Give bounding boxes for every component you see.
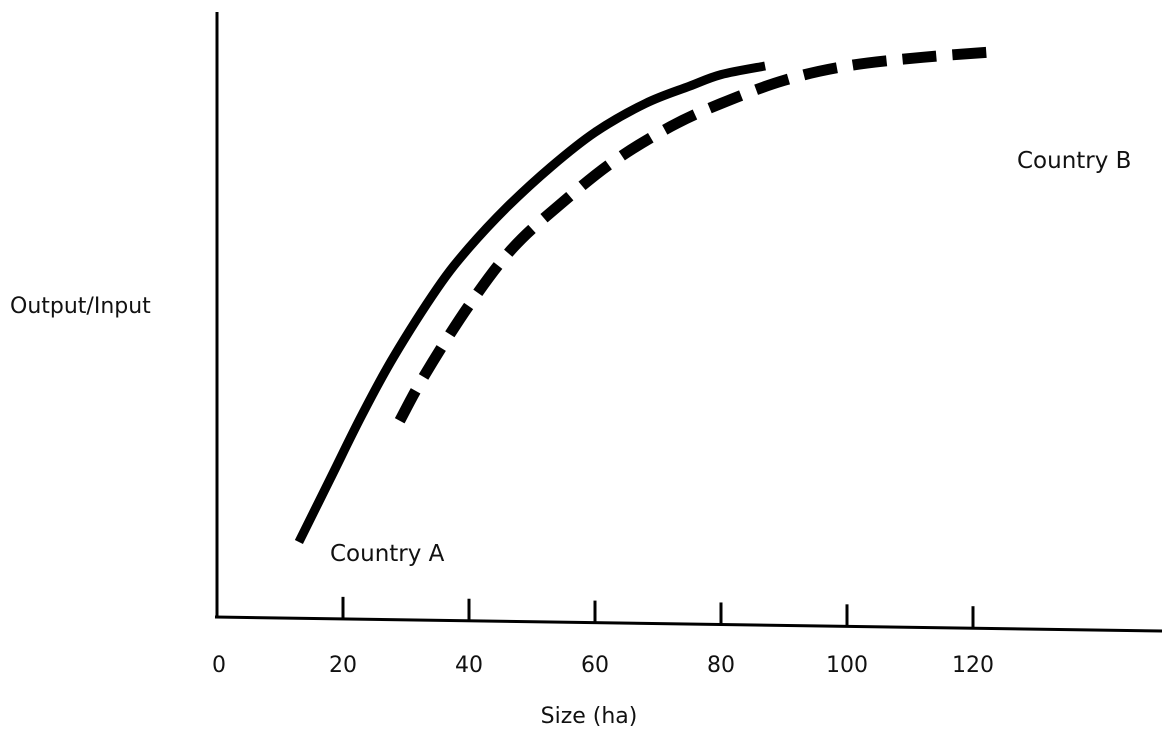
series-label-country-a: Country A — [330, 541, 445, 567]
series-line-country-a — [294, 61, 766, 544]
x-tick-label-80: 80 — [707, 653, 735, 678]
x-tick-labels: 0 20 40 60 80 100 120 — [212, 653, 994, 678]
x-tick-label-0: 0 — [212, 653, 226, 678]
series-label-country-b: Country B — [1017, 148, 1131, 174]
series-labels: Country A Country B — [330, 148, 1131, 567]
axes — [214, 12, 1162, 633]
series-lines — [294, 46, 999, 544]
x-tick-label-60: 60 — [581, 653, 609, 678]
y-axis-label: Output/Input — [10, 294, 151, 319]
x-tick-label-120: 120 — [952, 653, 994, 678]
x-tick-label-40: 40 — [455, 653, 483, 678]
x-ticks — [341, 596, 975, 629]
x-tick-label-100: 100 — [826, 653, 868, 678]
series-line-country-b — [394, 46, 999, 424]
x-axis-label: Size (ha) — [541, 704, 638, 729]
x-tick-label-20: 20 — [329, 653, 357, 678]
x-axis-line — [214, 615, 1162, 633]
